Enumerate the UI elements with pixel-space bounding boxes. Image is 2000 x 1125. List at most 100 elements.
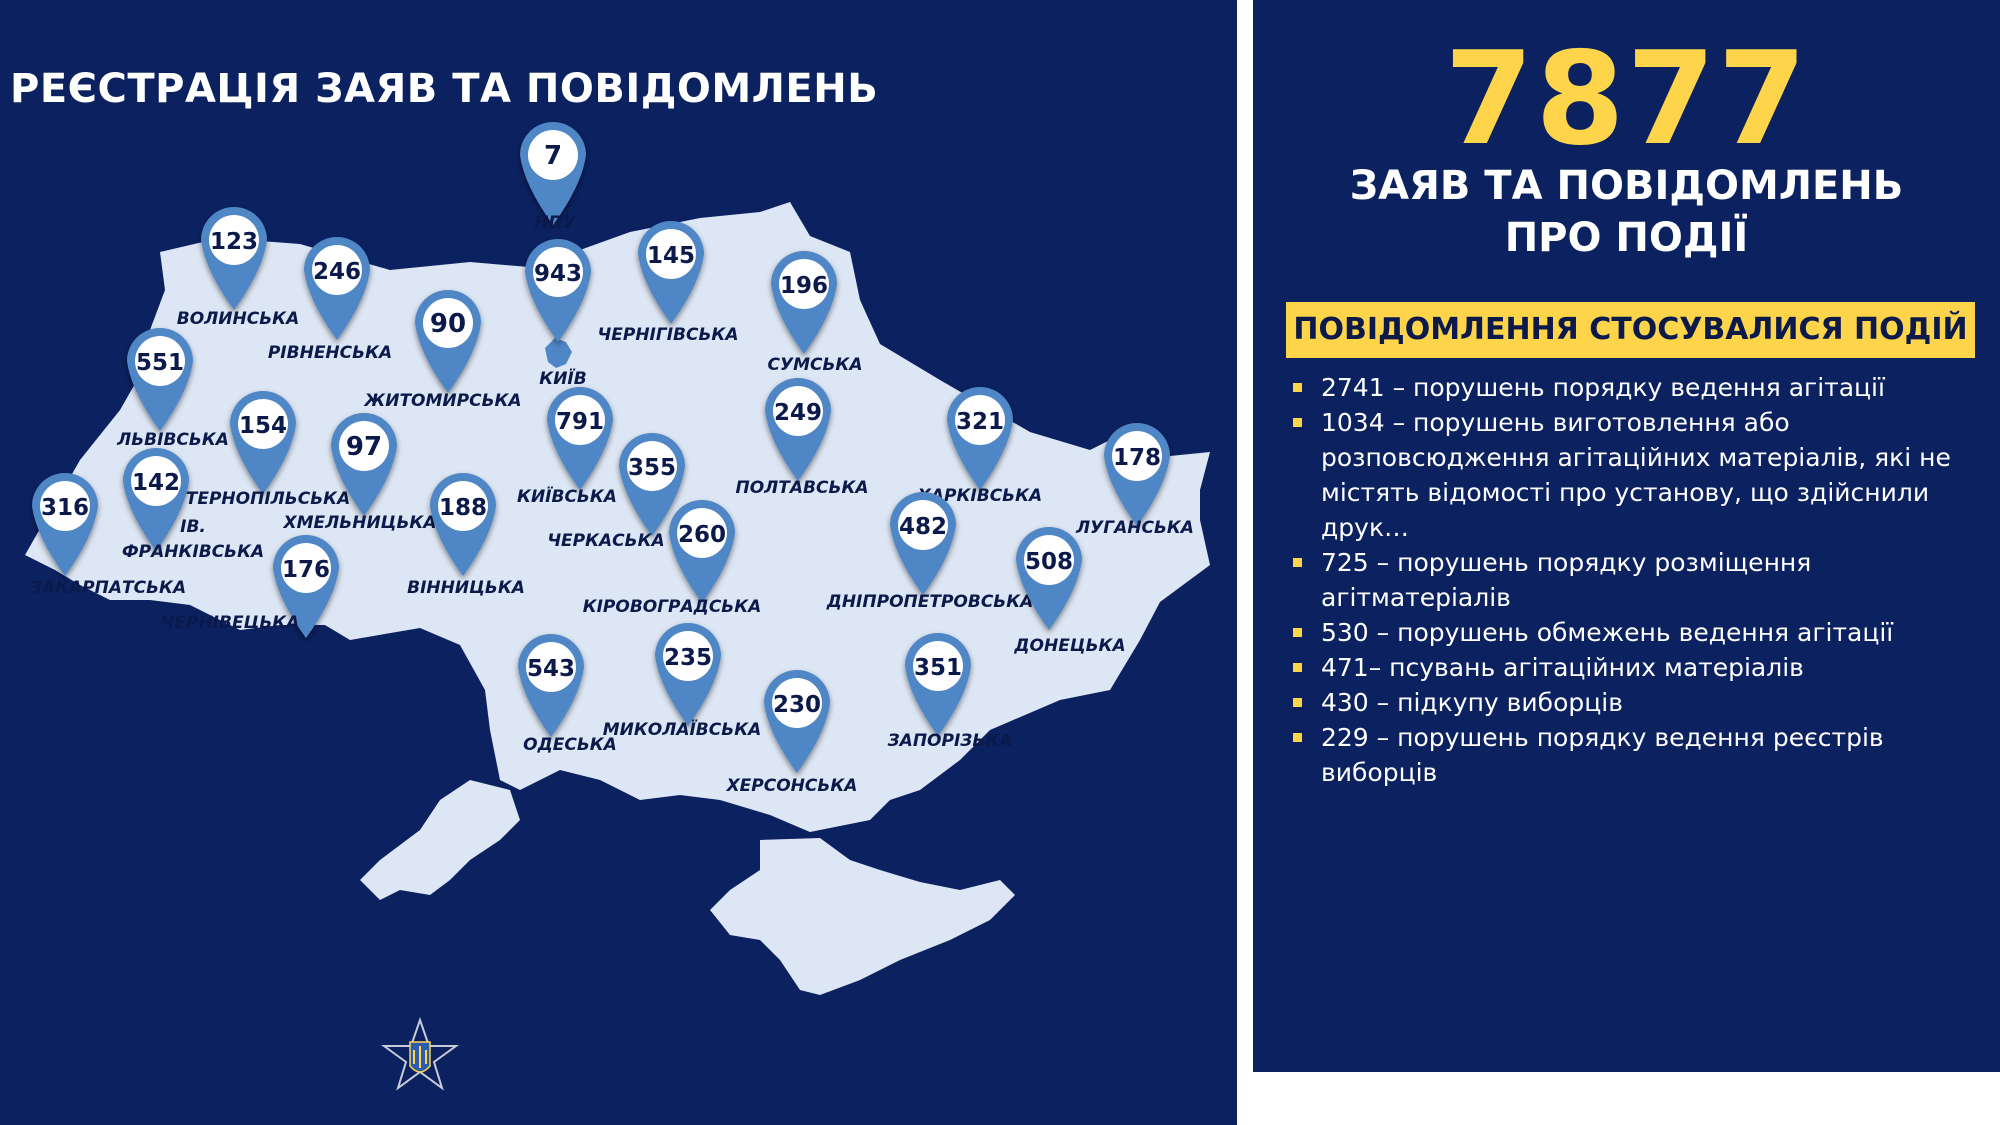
- total-caption-line1: ЗАЯВ ТА ПОВІДОМЛЕНЬ: [1349, 163, 1904, 209]
- pin-badge: [1112, 431, 1162, 481]
- bullet-icon: [1293, 383, 1302, 392]
- region-value: 351: [914, 655, 962, 681]
- event-item: 430 – підкупу виборців: [1293, 685, 1973, 720]
- pin-badge: [339, 421, 389, 471]
- region-marker: 543 ОДЕСЬКА: [518, 634, 617, 755]
- region-value: 235: [664, 645, 712, 671]
- pin-badge: [772, 678, 822, 728]
- region-label: ЛУГАНСЬКА: [1075, 518, 1194, 538]
- region-marker: 176 ЧЕРНІВЕЦЬКА: [161, 535, 339, 638]
- region-value: 482: [899, 514, 947, 540]
- region-value: 321: [956, 409, 1004, 435]
- pin-badge: [526, 642, 576, 692]
- region-marker: 188 ВІННИЦЬКА: [407, 473, 525, 598]
- region-label: КІРОВОГРАДСЬКА: [583, 597, 762, 617]
- region-label: СУМСЬКА: [768, 355, 863, 375]
- region-value: 260: [678, 522, 726, 548]
- pin-badge: [438, 481, 488, 531]
- region-value: 355: [628, 455, 676, 481]
- bullet-icon: [1293, 418, 1302, 427]
- region-label: РІВНЕНСЬКА: [268, 343, 392, 363]
- region-marker: 246 РІВНЕНСЬКА: [268, 237, 392, 363]
- region-label: ХЕРСОНСЬКА: [726, 776, 858, 796]
- region-label: ЧЕРНІГІВСЬКА: [598, 325, 739, 345]
- pin-badge: [663, 631, 713, 681]
- pin-badge: [135, 336, 185, 386]
- event-item: 530 – порушень обмежень ведення агітації: [1293, 615, 1973, 650]
- pin-badge: [528, 130, 578, 180]
- region-label: ХМЕЛЬНИЦЬКА: [283, 513, 437, 533]
- region-marker: 321 ХАРКІВСЬКА: [917, 387, 1042, 506]
- region-label: ТЕРНОПІЛЬСЬКА: [186, 489, 350, 509]
- pin-badge: [779, 259, 829, 309]
- region-marker: 178 ЛУГАНСЬКА: [1075, 423, 1194, 538]
- region-marker: 142 ІВ. ФРАНКІВСЬКА: [122, 448, 264, 562]
- region-value: 97: [346, 432, 382, 462]
- event-item: 229 – порушень порядку ведення реєстрів …: [1293, 720, 1973, 790]
- region-marker: 943 КИЇВ: [525, 239, 591, 389]
- region-marker: 551 ЛЬВІВСЬКА: [116, 328, 229, 450]
- event-text: 471– псувань агітаційних матеріалів: [1321, 653, 1804, 682]
- pin-badge: [955, 395, 1005, 445]
- region-label: КИЇВ: [539, 367, 586, 389]
- region-label: ЗАПОРІЗЬКА: [887, 731, 1013, 751]
- region-marker: 154 ТЕРНОПІЛЬСЬКА: [186, 391, 350, 509]
- region-value: 508: [1025, 549, 1073, 575]
- bullet-icon: [1293, 733, 1302, 742]
- events-banner: ПОВІДОМЛЕННЯ СТОСУВАЛИСЯ ПОДІЙ: [1286, 302, 1975, 358]
- region-label: МИКОЛАЇВСЬКА: [603, 718, 762, 740]
- region-marker: 791 КИЇВСЬКА: [517, 387, 617, 507]
- region-value: 196: [780, 273, 828, 299]
- region-marker: 145 ЧЕРНІГІВСЬКА: [598, 221, 739, 345]
- region-label: ВІННИЦЬКА: [407, 578, 525, 598]
- region-value: 943: [534, 261, 582, 287]
- event-text: 1034 – порушень виготовлення або розповс…: [1321, 408, 1951, 542]
- event-item: 471– псувань агітаційних матеріалів: [1293, 650, 1973, 685]
- total-count: 7877: [1444, 25, 1809, 174]
- region-marker: 90 ЖИТОМИРСЬКА: [363, 290, 522, 411]
- region-value: 316: [41, 495, 89, 521]
- region-label: КИЇВСЬКА: [517, 485, 617, 507]
- page-title: РЕЄСТРАЦІЯ ЗАЯВ ТА ПОВІДОМЛЕНЬ: [10, 66, 879, 112]
- pin-badge: [238, 399, 288, 449]
- region-label: ХАРКІВСЬКА: [917, 486, 1042, 506]
- pin-badge: [533, 247, 583, 297]
- region-value: 176: [282, 557, 330, 583]
- event-text: 430 – підкупу виборців: [1321, 688, 1623, 717]
- region-value: 230: [773, 692, 821, 718]
- pin-badge: [773, 386, 823, 436]
- event-text: 725 – порушень порядку розміщення агітма…: [1321, 548, 1812, 612]
- region-label: ЗАКАРПАТСЬКА: [29, 578, 186, 598]
- pin-badge: [913, 641, 963, 691]
- pin-badge: [646, 229, 696, 279]
- region-label: ЧЕРНІВЕЦЬКА: [161, 613, 300, 633]
- region-markers: 7 НПУ 123 ВОЛИНСЬКА 246 РІВНЕНСЬКА 90 ЖИТОМИРСЬ…: [29, 122, 1194, 796]
- region-marker: 260 КІРОВОГРАДСЬКА: [583, 500, 762, 617]
- region-label: ЛЬВІВСЬКА: [116, 430, 229, 450]
- region-label: ДНІПРОПЕТРОВСЬКА: [826, 592, 1034, 612]
- region-marker: 7 НПУ: [520, 122, 586, 233]
- region-value: 7: [544, 141, 562, 171]
- region-value: 188: [439, 495, 487, 521]
- region-marker: 97 ХМЕЛЬНИЦЬКА: [283, 413, 437, 533]
- event-text: 229 – порушень порядку ведення реєстрів …: [1321, 723, 1884, 787]
- crimea-shape: [710, 838, 1015, 995]
- region-label-line2: ФРАНКІВСЬКА: [122, 542, 264, 562]
- event-text: 530 – порушень обмежень ведення агітації: [1321, 618, 1894, 647]
- region-value: 154: [239, 413, 287, 439]
- region-value: 142: [132, 470, 180, 496]
- region-marker: 508 ДОНЕЦЬКА: [1013, 527, 1126, 656]
- ukraine-map: 7 НПУ 123 ВОЛИНСЬКА 246 РІВНЕНСЬКА 90 ЖИТОМИРСЬ…: [25, 122, 1210, 1091]
- pin-badge: [312, 245, 362, 295]
- region-marker: 316 ЗАКАРПАТСЬКА: [29, 473, 186, 598]
- region-marker: 355 ЧЕРКАСЬКА: [547, 433, 685, 551]
- region-label: НПУ: [534, 213, 576, 233]
- pin-badge: [627, 441, 677, 491]
- region-value: 178: [1113, 445, 1161, 471]
- kyiv-city-shape: [545, 338, 572, 368]
- event-item: 2741 – порушень порядку ведення агітації: [1293, 370, 1973, 405]
- region-label: ПОЛТАВСЬКА: [736, 478, 869, 498]
- pin-badge: [281, 543, 331, 593]
- pin-badge: [209, 215, 259, 265]
- region-value: 543: [527, 656, 575, 682]
